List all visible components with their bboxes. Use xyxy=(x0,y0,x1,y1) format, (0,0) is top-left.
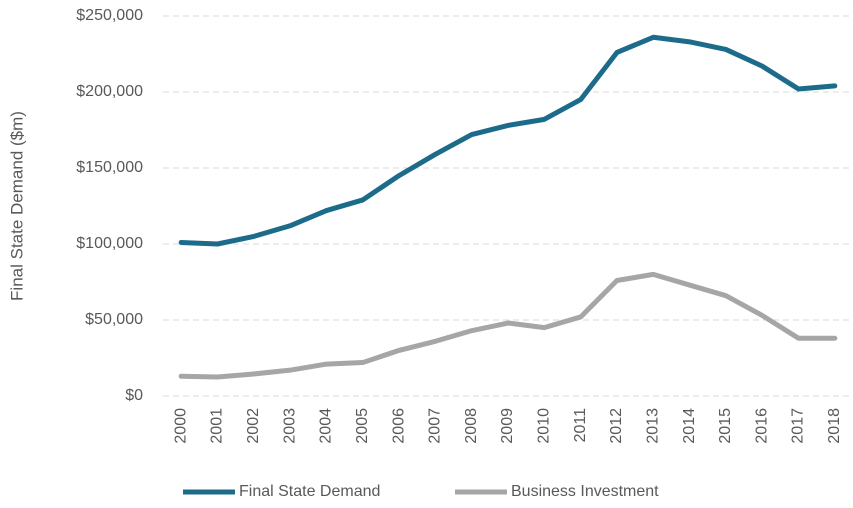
legend-label: Business Investment xyxy=(511,483,659,500)
y-tick-label: $100,000 xyxy=(76,235,143,252)
x-tick-label: 2016 xyxy=(753,408,770,444)
y-tick-label: $250,000 xyxy=(76,7,143,24)
x-tick-label: 2000 xyxy=(172,408,189,444)
x-tick-label: 2004 xyxy=(318,408,335,444)
x-tick-label: 2002 xyxy=(245,408,262,444)
x-tick-label: 2007 xyxy=(427,408,444,444)
x-tick-label: 2012 xyxy=(608,408,625,444)
y-tick-label: $50,000 xyxy=(85,311,143,328)
x-tick-label: 2011 xyxy=(572,408,589,443)
x-tick-label: 2001 xyxy=(209,408,226,444)
y-axis-label: Final State Demand ($m) xyxy=(7,111,26,301)
x-tick-label: 2010 xyxy=(536,408,553,444)
legend-label: Final State Demand xyxy=(239,483,380,500)
y-tick-label: $0 xyxy=(125,387,143,404)
x-tick-label: 2018 xyxy=(826,408,843,444)
x-tick-label: 2009 xyxy=(499,408,516,444)
x-tick-label: 2003 xyxy=(281,408,298,444)
x-tick-label: 2008 xyxy=(463,408,480,444)
x-tick-label: 2015 xyxy=(717,408,734,444)
series-line xyxy=(178,34,838,247)
x-tick-label: 2017 xyxy=(790,408,807,444)
x-tick-label: 2013 xyxy=(644,408,661,444)
y-tick-label: $200,000 xyxy=(76,83,143,100)
x-tick-label: 2005 xyxy=(354,408,371,444)
series-line xyxy=(178,271,838,380)
x-tick-label: 2014 xyxy=(681,408,698,444)
x-tick-label: 2006 xyxy=(390,408,407,444)
y-tick-label: $150,000 xyxy=(76,159,143,176)
